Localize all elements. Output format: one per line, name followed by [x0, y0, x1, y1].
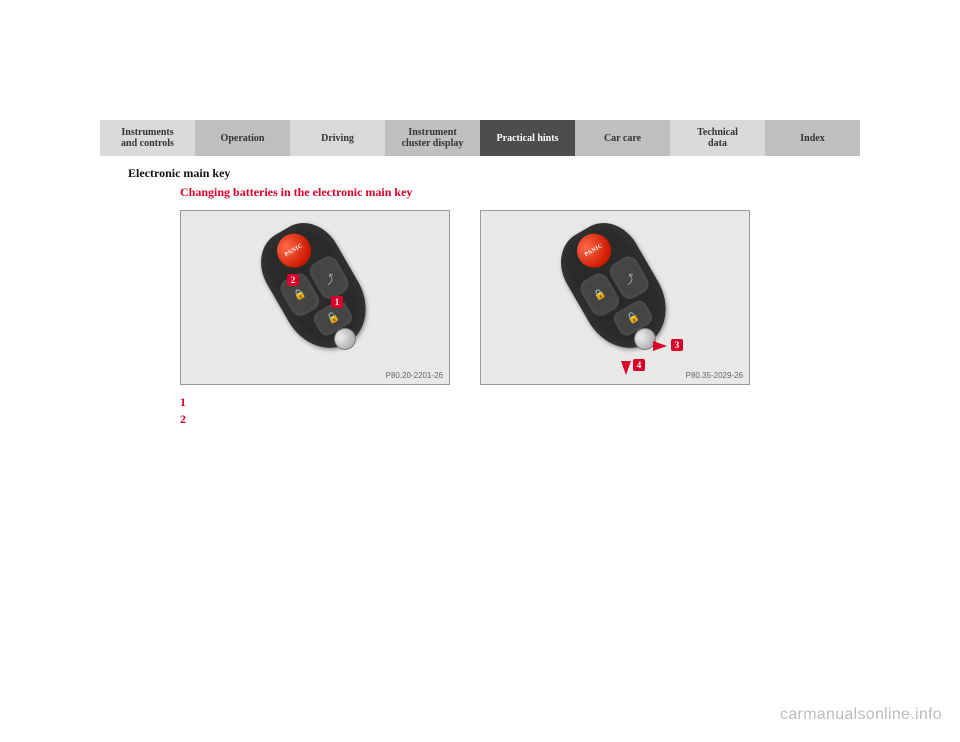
callout-1: 1 — [331, 296, 343, 308]
callout-4: 4 — [633, 359, 645, 371]
legend-number: 2 — [180, 412, 192, 427]
legend-row: 1 — [180, 395, 840, 410]
arrow-4 — [621, 361, 631, 375]
manual-page: Instrumentsand controls Operation Drivin… — [100, 120, 860, 429]
watermark: carmanualsonline.info — [780, 706, 942, 724]
callout-2: 2 — [287, 274, 299, 286]
tab-practical-hints[interactable]: Practical hints — [480, 120, 575, 156]
callout-3: 3 — [671, 339, 683, 351]
legend: 1 2 — [180, 395, 840, 427]
content-area: Changing batteries in the electronic mai… — [180, 185, 840, 427]
tab-instrument-cluster-display[interactable]: Instrumentcluster display — [385, 120, 480, 156]
tab-car-care[interactable]: Car care — [575, 120, 670, 156]
tab-technical-data[interactable]: Technicaldata — [670, 120, 765, 156]
arrow-3 — [653, 341, 667, 351]
figure-code: P80.35-2029-26 — [686, 371, 743, 380]
legend-row: 2 — [180, 412, 840, 427]
tab-bar: Instrumentsand controls Operation Drivin… — [100, 120, 860, 156]
figure-left: PANIC 🔒 ⤴ 🔓 1 2 P80.20-2201-26 — [180, 210, 450, 385]
figure-right: PANIC 🔒 ⤴ 🔓 3 4 P80.35-2029-26 — [480, 210, 750, 385]
tab-operation[interactable]: Operation — [195, 120, 290, 156]
legend-number: 1 — [180, 395, 192, 410]
tab-driving[interactable]: Driving — [290, 120, 385, 156]
tab-index[interactable]: Index — [765, 120, 860, 156]
figure-row: PANIC 🔒 ⤴ 🔓 1 2 P80.20-2201-26 — [180, 210, 840, 385]
subheading: Changing batteries in the electronic mai… — [180, 185, 840, 200]
tab-instruments-controls[interactable]: Instrumentsand controls — [100, 120, 195, 156]
section-heading: Electronic main key — [128, 166, 860, 181]
figure-code: P80.20-2201-26 — [386, 371, 443, 380]
